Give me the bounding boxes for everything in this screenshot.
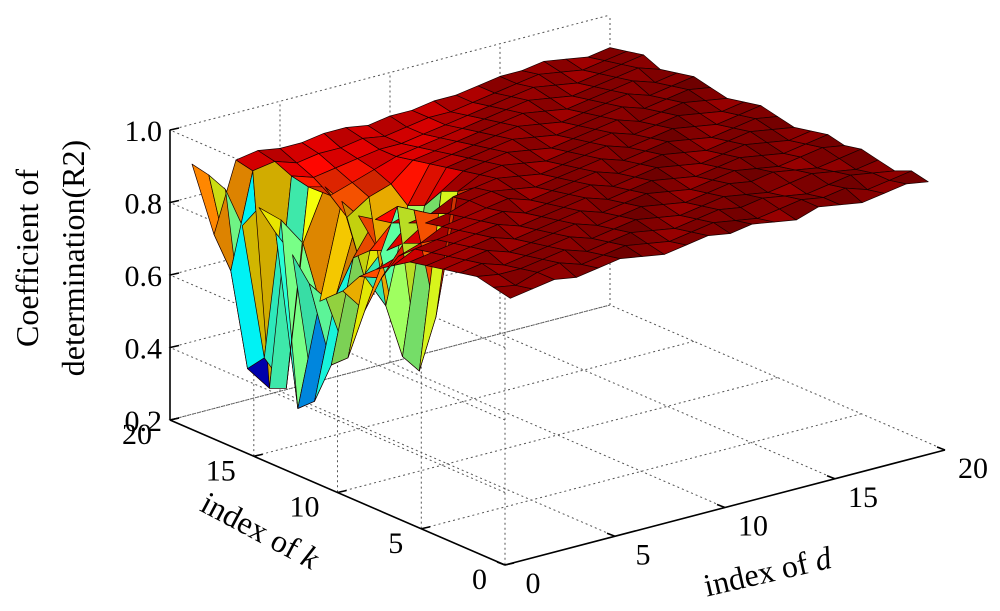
x-tick-mark [936, 446, 946, 451]
x-gridline [499, 43, 836, 480]
y-gridline [504, 275, 946, 566]
x-tick-mark [826, 475, 836, 480]
x-tick-mark [606, 532, 616, 537]
z-tick-label: 0.6 [125, 260, 163, 293]
y-tick-label: 10 [290, 491, 320, 524]
y-gridline [169, 130, 611, 421]
z-tick-mark [169, 127, 180, 131]
z-tick-mark [169, 417, 180, 421]
z-tick-label: 0.4 [125, 333, 163, 366]
z-tick-label: 1.0 [125, 115, 163, 148]
y-gridline [337, 202, 778, 494]
z-tick-label: 0.2 [125, 405, 163, 438]
z-tick-mark [169, 199, 180, 204]
z-tick-label: 0.8 [125, 188, 163, 221]
z-axis-label-line2: determination(R2) [55, 140, 91, 376]
y-tick-mark [504, 562, 515, 566]
x-axis-label-prefix: index of [700, 543, 819, 604]
z-tick-mark [169, 344, 180, 349]
x-tick-label: 15 [848, 481, 878, 514]
x-tick-label: 5 [636, 538, 651, 571]
surface-layer [191, 47, 929, 409]
y-tick-label: 5 [388, 527, 403, 560]
y-tick-mark [253, 453, 263, 458]
surface-patch [889, 170, 929, 185]
y-gridline [253, 166, 694, 457]
x-gridline [389, 72, 726, 508]
y-tick-label: 0 [472, 563, 487, 596]
y-tick-mark [337, 489, 347, 494]
z-tick-mark [169, 272, 180, 276]
x-tick-label: 20 [958, 452, 988, 485]
x-tick-label: 10 [738, 510, 768, 543]
y-gridline [420, 238, 862, 530]
x-tick-mark [716, 503, 726, 509]
x-tick-label: 0 [526, 567, 541, 600]
y-tick-label: 15 [206, 454, 236, 487]
y-tick-mark [421, 525, 431, 530]
x-tick-mark [496, 561, 506, 566]
z-axis-label-line1: Coefficient of [9, 169, 45, 347]
y-tick-label: 20 [122, 418, 152, 451]
x-axis-label: index of d [700, 539, 835, 603]
